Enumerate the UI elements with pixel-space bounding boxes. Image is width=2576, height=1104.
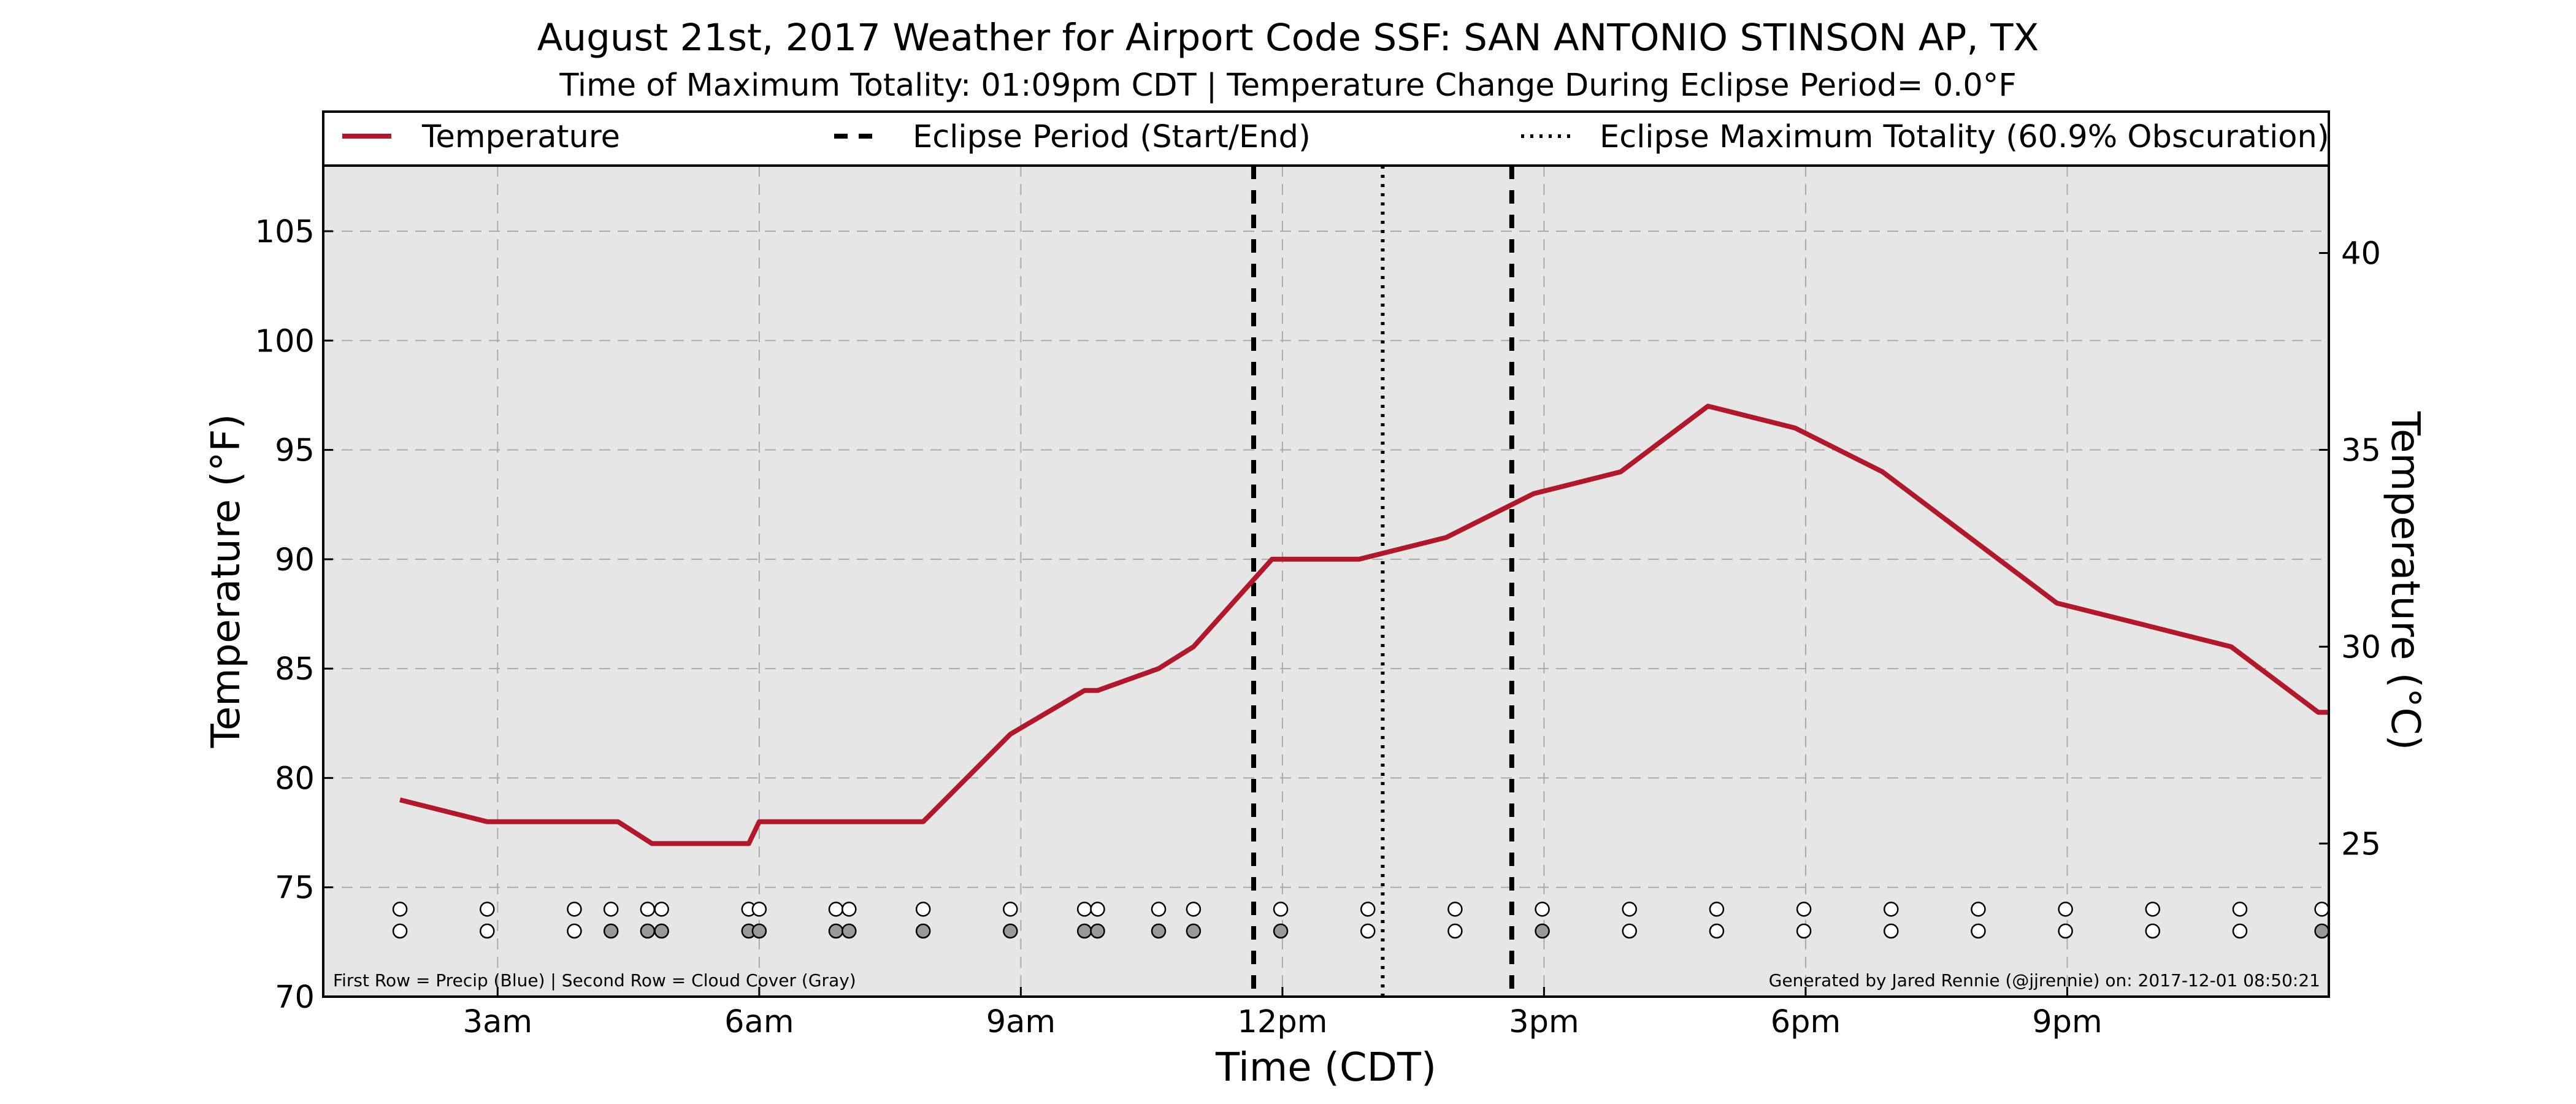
y-right-tick-label: 30 [2341, 629, 2381, 665]
cloud-cover-marker [2058, 923, 2073, 939]
cloud-cover-marker [1709, 923, 1725, 939]
cloud-cover-marker [1186, 923, 1202, 939]
x-tick-label: 6am [724, 1004, 794, 1040]
y-tick-label: 70 [275, 979, 315, 1016]
y-right-tick-label: 40 [2341, 236, 2381, 272]
y-tick-label: 105 [255, 214, 315, 250]
cloud-cover-marker [654, 923, 669, 939]
cloud-cover-marker [841, 923, 857, 939]
y-tick-label: 100 [255, 323, 315, 359]
precip-marker [1971, 902, 1986, 917]
cloud-cover-marker [915, 923, 931, 939]
legend: Temperature Eclipse Period (Start/End) E… [322, 110, 2330, 167]
x-tick-label: 9pm [2032, 1004, 2103, 1040]
precip-marker [1186, 902, 1202, 917]
chart-subtitle: Time of Maximum Totality: 01:09pm CDT | … [559, 67, 2016, 104]
cloud-cover-marker [392, 923, 408, 939]
cloud-cover-marker [567, 923, 582, 939]
precip-marker [2145, 902, 2161, 917]
y-tick-label: 90 [275, 542, 315, 578]
precip-marker [2232, 902, 2248, 917]
cloud-cover-marker [1076, 923, 1092, 939]
footnote-right: Generated by Jared Rennie (@jjrennie) on… [1769, 970, 2320, 991]
x-tick-label: 6pm [1771, 1004, 1841, 1040]
marker-rows [392, 902, 2329, 939]
precip-marker [915, 902, 931, 917]
precip-marker [392, 902, 408, 917]
precip-marker [1796, 902, 1812, 917]
precip-marker [1003, 902, 1018, 917]
precip-marker [567, 902, 582, 917]
cloud-cover-marker [1273, 923, 1289, 939]
y-axis-label-left: Temperature (°F) [204, 414, 249, 749]
series-layer [399, 404, 2329, 846]
precip-marker [1151, 902, 1167, 917]
precip-marker [1535, 902, 1550, 917]
precip-marker [841, 902, 857, 917]
precip-marker [654, 902, 669, 917]
precip-marker [603, 902, 619, 917]
precip-marker [1090, 902, 1105, 917]
y-right-tick-label: 35 [2341, 432, 2381, 469]
y-tick-label: 75 [275, 870, 315, 907]
cloud-cover-marker [1535, 923, 1550, 939]
precip-marker [2314, 902, 2329, 917]
footnote-left: First Row = Precip (Blue) | Second Row =… [333, 970, 856, 991]
precip-marker [1360, 902, 1376, 917]
cloud-cover-marker [480, 923, 495, 939]
legend-box [322, 110, 2330, 167]
cloud-cover-marker [1360, 923, 1376, 939]
temperature-series-line [399, 404, 2329, 846]
precip-marker [640, 902, 656, 917]
eclipse-lines [1251, 166, 1514, 997]
cloud-cover-marker [1447, 923, 1463, 939]
cloud-cover-marker [751, 923, 767, 939]
cloud-cover-marker [1090, 923, 1105, 939]
cloud-cover-marker [640, 923, 656, 939]
x-tick-label: 3am [463, 1004, 532, 1040]
y-right-tick-label: 25 [2341, 826, 2381, 862]
cloud-cover-marker [1971, 923, 1986, 939]
precip-marker [2058, 902, 2073, 917]
cloud-cover-marker [2314, 923, 2329, 939]
cloud-cover-marker [828, 923, 844, 939]
precip-marker [828, 902, 844, 917]
y-tick-label: 85 [275, 651, 315, 688]
cloud-cover-marker [1796, 923, 1812, 939]
cloud-cover-marker [1151, 923, 1167, 939]
cloud-cover-marker [1884, 923, 1899, 939]
cloud-cover-marker [2145, 923, 2161, 939]
legend-eclipse-period-label: Eclipse Period (Start/End) [913, 119, 1311, 155]
legend-temperature-label: Temperature [421, 119, 620, 155]
precip-marker [1884, 902, 1899, 917]
precip-marker [480, 902, 495, 917]
y-axis-label-right: Temperature (°C) [2382, 411, 2428, 750]
plot-area [323, 166, 2329, 997]
precip-marker [1076, 902, 1092, 917]
precip-marker [1447, 902, 1463, 917]
cloud-cover-marker [1003, 923, 1018, 939]
x-tick-label: 9am [986, 1004, 1056, 1040]
y-tick-label: 95 [275, 433, 315, 469]
cloud-cover-marker [603, 923, 619, 939]
chart-title: August 21st, 2017 Weather for Airport Co… [537, 16, 2039, 59]
precip-marker [1273, 902, 1289, 917]
cloud-cover-marker [1622, 923, 1638, 939]
x-tick-label: 12pm [1237, 1004, 1327, 1040]
axis-ticks: 70 75 80 85 90 95 100 105 25 30 35 40 3am 6am 9am 12pm 3… [255, 214, 2381, 1040]
legend-eclipse-max-label: Eclipse Maximum Totality (60.9% Obscurat… [1600, 119, 2329, 155]
precip-marker [751, 902, 767, 917]
precip-marker [1709, 902, 1725, 917]
y-tick-label: 80 [275, 761, 315, 797]
cloud-cover-marker [2232, 923, 2248, 939]
x-tick-label: 3pm [1509, 1004, 1579, 1040]
x-axis-label: Time (CDT) [1215, 1045, 1436, 1091]
precip-marker [1622, 902, 1638, 917]
